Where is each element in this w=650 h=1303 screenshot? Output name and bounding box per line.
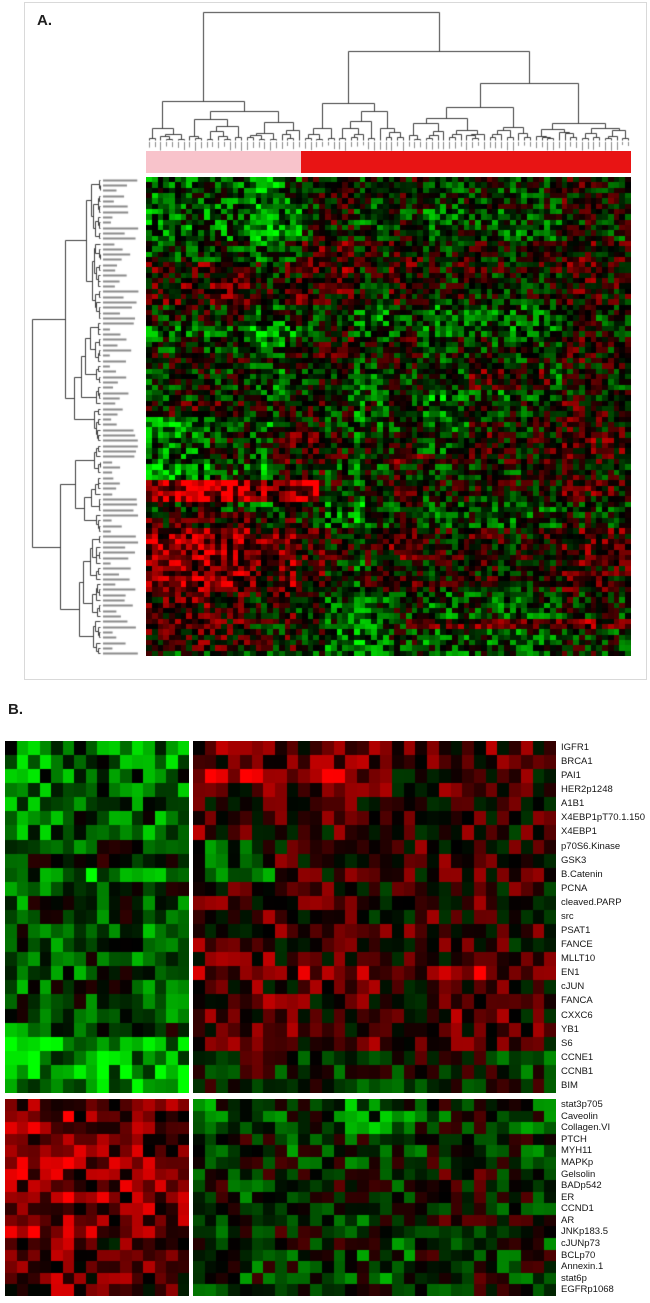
heatmap-b-top-left	[5, 741, 189, 1093]
group-red-segment	[301, 151, 631, 173]
gene-label: FANCE	[561, 939, 593, 951]
row-dendrogram	[24, 177, 146, 656]
gene-label: PAI1	[561, 770, 581, 782]
gene-label: CCND1	[561, 1203, 594, 1215]
gene-label: CCNE1	[561, 1051, 594, 1063]
gene-label: stat6p	[561, 1272, 587, 1284]
gene-label: PSAT1	[561, 925, 591, 937]
gene-label: Caveolin	[561, 1110, 598, 1122]
clustered-heatmap	[146, 177, 631, 656]
gene-label: BADp542	[561, 1180, 602, 1192]
heatmap-b-bottom-left	[5, 1099, 189, 1296]
gene-label: IGFR1	[561, 742, 589, 753]
column-dendrogram	[0, 0, 650, 152]
gene-label: BCLp70	[561, 1249, 596, 1261]
gene-label: B.Catenin	[561, 868, 603, 880]
gene-label: stat3p705	[561, 1099, 603, 1110]
gene-label: MAPKp	[561, 1156, 594, 1168]
gene-label: AR	[561, 1214, 575, 1226]
gene-label: A1B1	[561, 798, 585, 810]
gene-label: ER	[561, 1191, 575, 1203]
gene-label: HER2p1248	[561, 784, 613, 796]
gene-label: cleaved.PARP	[561, 896, 622, 908]
sample-group-annotation-bar	[146, 151, 631, 173]
gene-label: cJUNp73	[561, 1238, 601, 1250]
gene-label: CXXC6	[561, 1009, 593, 1021]
gene-label: PCNA	[561, 882, 588, 894]
gene-label: cJUN	[561, 981, 585, 993]
gene-label: Annexin.1	[561, 1261, 604, 1273]
gene-label: BIM	[561, 1079, 578, 1091]
gene-label: EGFRp1068	[561, 1284, 614, 1296]
gene-label: JNKp183.5	[561, 1226, 609, 1238]
group-pink-segment	[146, 151, 302, 173]
gene-label: MLLT10	[561, 953, 596, 965]
gene-label: S6	[561, 1037, 573, 1049]
gene-labels-top: IGFR1 BRCA1 PAI1 HER2p1248 A1B1 X4EBP1pT70.1.…	[561, 741, 650, 1093]
gene-label: BRCA1	[561, 756, 593, 768]
gene-label: PTCH	[561, 1133, 587, 1145]
heatmap-b-bottom-right	[193, 1099, 556, 1296]
gene-label: src	[561, 910, 574, 922]
gene-labels-bottom: stat3p705 Caveolin Collagen.VI PTCH MYH11 MAP…	[561, 1099, 650, 1296]
gene-label: FANCA	[561, 995, 593, 1007]
gene-label: X4EBP1pT70.1.150	[561, 812, 645, 824]
gene-label: EN1	[561, 967, 580, 979]
heatmap-b-top-right	[193, 741, 556, 1093]
gene-label: Collagen.VI	[561, 1122, 611, 1134]
gene-label: CCNB1	[561, 1065, 594, 1077]
gene-label: p70S6.Kinase	[561, 840, 621, 852]
gene-label: GSK3	[561, 854, 587, 866]
gene-label: MYH11	[561, 1145, 592, 1157]
panel-b-label: B.	[8, 701, 23, 718]
gene-label: YB1	[561, 1023, 579, 1035]
gene-label: Gelsolin	[561, 1168, 596, 1180]
gene-label: X4EBP1	[561, 826, 597, 838]
